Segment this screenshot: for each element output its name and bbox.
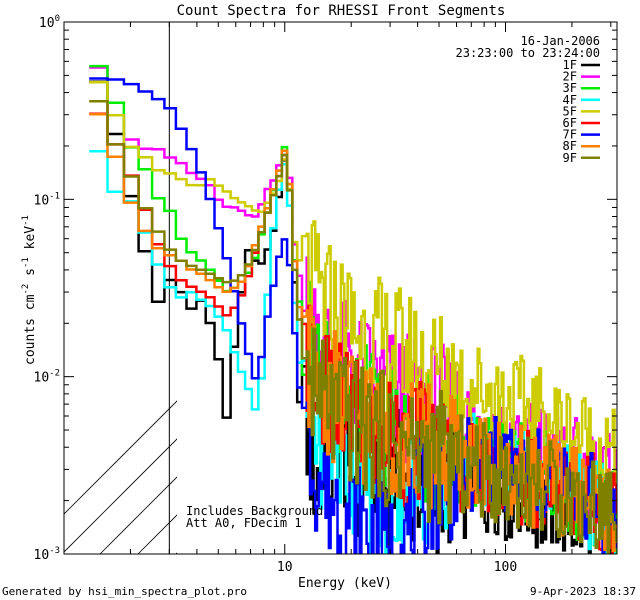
y-tick-label: 10-3 xyxy=(34,546,61,563)
y-label-part-2: keV xyxy=(23,226,38,257)
y-tick-base: 10 xyxy=(34,548,50,563)
x-tick-label: 100 xyxy=(494,560,517,575)
annotation-background: Includes Background xyxy=(186,504,323,518)
y-label-exp-0: -2 xyxy=(21,284,31,295)
legend-label-6f: 6F xyxy=(563,116,577,130)
hatch-line xyxy=(64,438,177,553)
y-tick-base: 10 xyxy=(34,193,50,208)
legend-label-1f: 1F xyxy=(563,58,577,72)
legend-time-range: 23:23:00 to 23:24:00 xyxy=(456,46,601,60)
timestamp-text: 9-Apr-2023 18:37 xyxy=(530,585,636,598)
y-tick-label: 100 xyxy=(39,14,60,31)
hatch-line xyxy=(632,0,640,554)
legend-date: 16-Jan-2006 xyxy=(521,34,600,48)
series-layer xyxy=(89,64,617,554)
y-tick-exponent: 0 xyxy=(55,14,60,24)
y-label-exp-2: -1 xyxy=(21,215,31,226)
y-tick-exponent: -3 xyxy=(49,546,60,556)
legend-label-8f: 8F xyxy=(563,139,577,153)
annotation-attenuator: Att A0, FDecim 1 xyxy=(186,516,302,530)
legend-label-9f: 9F xyxy=(563,151,577,165)
y-tick-label: 10-2 xyxy=(34,369,61,386)
y-tick-base: 10 xyxy=(34,371,50,386)
hatch-line xyxy=(64,400,177,515)
legend-label-2f: 2F xyxy=(563,70,577,84)
generated-by-text: Generated by hsi_min_spectra_plot.pro xyxy=(2,585,247,598)
y-axis-label: counts cm-2 s-1 keV-1 xyxy=(21,215,38,365)
series-9f-line xyxy=(89,100,617,554)
y-tick-exponent: -2 xyxy=(49,369,60,379)
hatched-region xyxy=(64,0,640,554)
y-tick-exponent: -1 xyxy=(49,191,60,201)
plot-frame xyxy=(63,21,618,555)
x-tick-label: 10 xyxy=(277,560,293,575)
legend-label-3f: 3F xyxy=(563,81,577,95)
legend-label-4f: 4F xyxy=(563,93,577,107)
series-5f-line xyxy=(89,80,617,498)
y-label-exp-1: -1 xyxy=(21,257,31,268)
y-label-part-1: s xyxy=(23,268,38,284)
chart-title: Count Spectra for RHESSI Front Segments xyxy=(177,3,506,19)
legend-label-5f: 5F xyxy=(563,104,577,118)
y-label-part-0: counts cm xyxy=(23,294,38,365)
y-tick-label: 10-1 xyxy=(34,191,61,208)
legend-label-7f: 7F xyxy=(563,128,577,142)
x-axis-label: Energy (keV) xyxy=(298,576,392,591)
y-tick-base: 10 xyxy=(39,16,55,31)
